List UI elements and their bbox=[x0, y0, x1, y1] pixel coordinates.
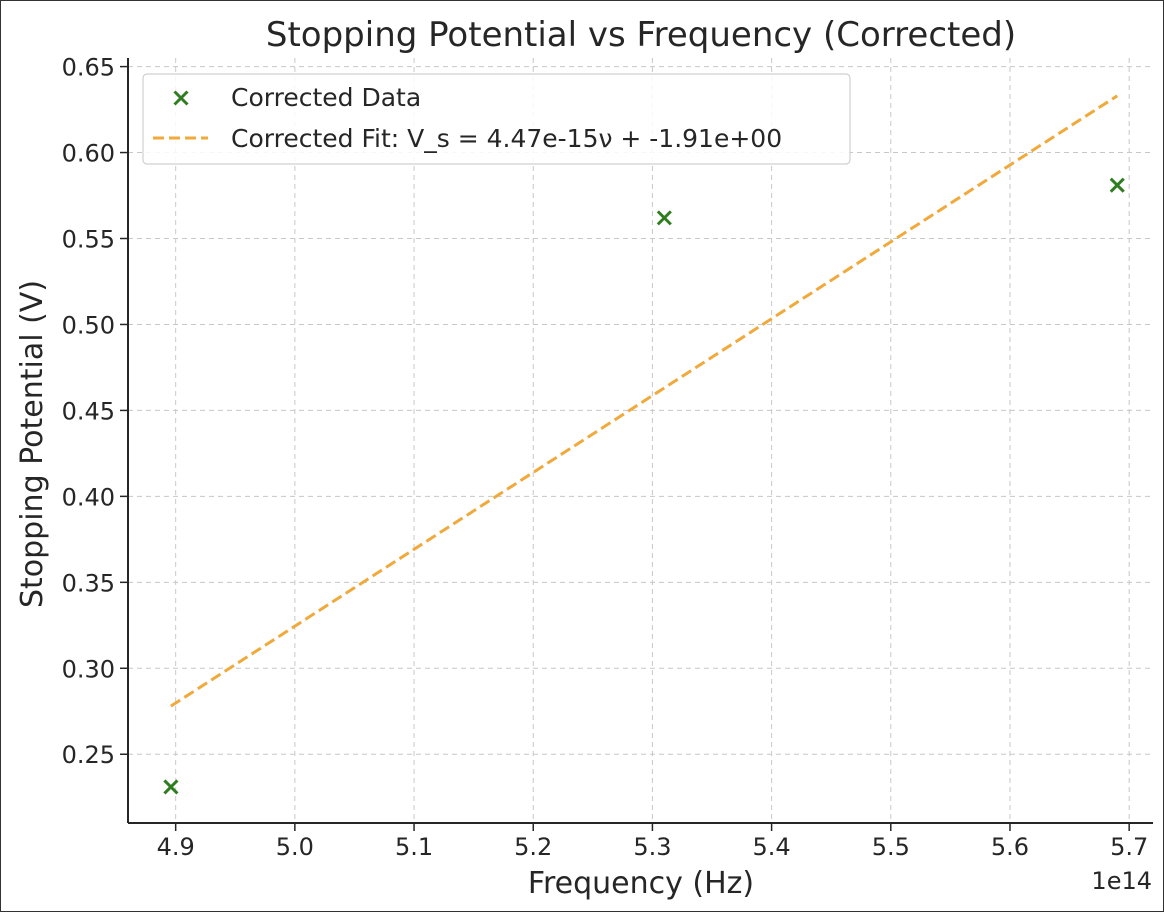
x-tick-label: 5.6 bbox=[991, 833, 1029, 861]
legend-label-fit: Corrected Fit: V_s = 4.47e-15ν + -1.91e+… bbox=[231, 124, 782, 153]
x-tick-label: 5.0 bbox=[276, 833, 314, 861]
axes bbox=[127, 58, 1153, 824]
legend: Corrected Data Corrected Fit: V_s = 4.47… bbox=[142, 73, 851, 165]
y-tick-label: 0.35 bbox=[62, 569, 115, 597]
legend-x-marker bbox=[173, 90, 189, 106]
x-tick-label: 5.2 bbox=[514, 833, 552, 861]
x-tick-label: 5.5 bbox=[872, 833, 910, 861]
data-point bbox=[1109, 177, 1125, 193]
data-point bbox=[163, 779, 179, 795]
y-tick-label: 0.55 bbox=[62, 226, 115, 254]
grid bbox=[128, 58, 1153, 823]
y-tick-label: 0.45 bbox=[62, 397, 115, 425]
y-tick-label: 0.40 bbox=[62, 483, 115, 511]
y-tick-label: 0.30 bbox=[62, 655, 115, 683]
points-layer bbox=[163, 177, 1125, 795]
fit-layer bbox=[170, 94, 1119, 708]
x-tick-label: 5.3 bbox=[633, 833, 671, 861]
y-tick-label: 0.60 bbox=[62, 140, 115, 168]
x-tick-label: 4.9 bbox=[157, 833, 195, 861]
x-axis-label: Frequency (Hz) bbox=[528, 866, 754, 901]
fit-line bbox=[170, 94, 1119, 708]
marker-stroke bbox=[656, 210, 672, 226]
marker-stroke bbox=[1109, 177, 1125, 193]
x-offset-label: 1e14 bbox=[1091, 867, 1152, 895]
x-tick-label: 5.4 bbox=[753, 833, 791, 861]
x-tick-label: 5.1 bbox=[395, 833, 433, 861]
data-point bbox=[656, 210, 672, 226]
x-tick-label: 5.7 bbox=[1110, 833, 1148, 861]
ticks: 4.9 5.0 5.1 5.2 5.3 5.4 5.5 5.6 5.7 0.25 0.30 0.35 0… bbox=[62, 54, 1149, 861]
marker-stroke bbox=[163, 779, 179, 795]
chart-title: Stopping Potential vs Frequency (Correct… bbox=[266, 15, 1016, 55]
legend-label-data: Corrected Data bbox=[231, 83, 421, 112]
y-tick-label: 0.50 bbox=[62, 311, 115, 339]
legend-box bbox=[142, 73, 851, 165]
y-tick-label: 0.65 bbox=[62, 54, 115, 82]
y-axis-label: Stopping Potential (V) bbox=[15, 280, 50, 608]
legend-marker-x bbox=[173, 90, 189, 106]
y-tick-label: 0.25 bbox=[62, 741, 115, 769]
marker-stroke bbox=[173, 90, 189, 106]
